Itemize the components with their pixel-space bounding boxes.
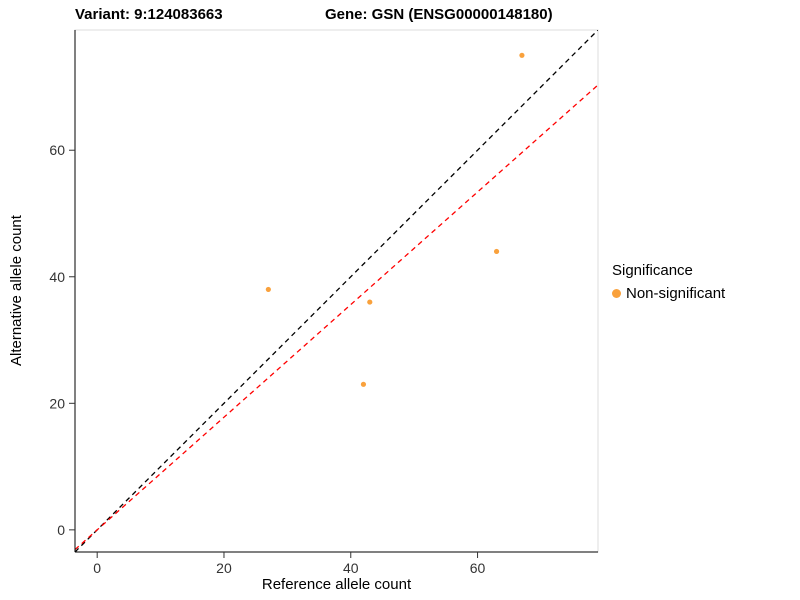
legend-item-non-significant: Non-significant bbox=[612, 285, 725, 302]
data-point[interactable] bbox=[493, 248, 500, 255]
plot-title-gene: Gene: GSN (ENSG00000148180) bbox=[325, 6, 553, 23]
legend-title: Significance bbox=[612, 262, 693, 279]
y-tick-label: 40 bbox=[49, 269, 65, 285]
x-tick-label: 20 bbox=[216, 560, 232, 576]
legend-point-icon bbox=[612, 289, 621, 298]
identity-line bbox=[75, 30, 598, 552]
y-tick-label: 0 bbox=[57, 522, 65, 538]
y-tick-label: 60 bbox=[49, 142, 65, 158]
legend: Significance Non-significant bbox=[612, 262, 725, 302]
y-tick-label: 20 bbox=[49, 395, 65, 411]
data-point[interactable] bbox=[360, 381, 367, 387]
x-tick-label: 40 bbox=[343, 560, 359, 576]
data-point[interactable] bbox=[367, 299, 373, 305]
x-tick-label: 0 bbox=[93, 560, 101, 576]
legend-item-label: Non-significant bbox=[626, 285, 726, 302]
x-axis-label: Reference allele count bbox=[261, 576, 412, 593]
data-point[interactable] bbox=[265, 286, 271, 293]
x-tick-label: 60 bbox=[470, 560, 486, 576]
plot-title-variant: Variant: 9:124083663 bbox=[75, 6, 223, 23]
data-point[interactable] bbox=[519, 52, 525, 58]
